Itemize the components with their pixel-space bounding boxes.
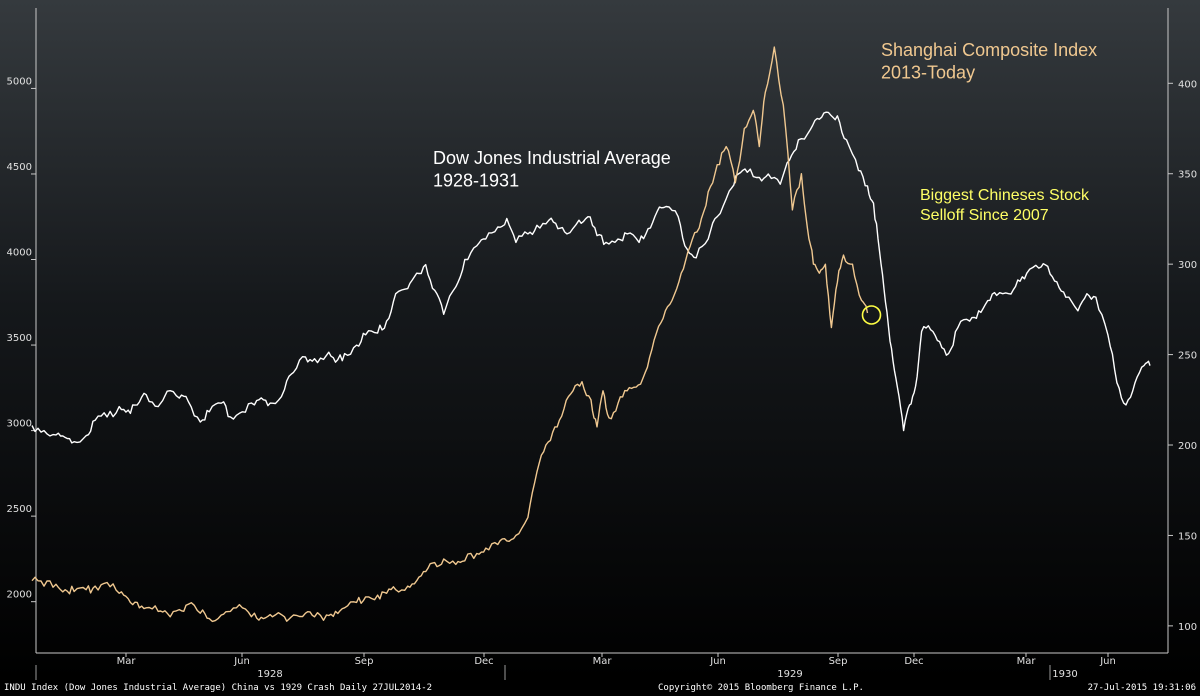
- dow-jones-annotation: Dow Jones Industrial Average 1928-1931: [433, 148, 671, 191]
- selloff-annotation-line: Biggest Chineses Stock: [920, 187, 1090, 204]
- dow-jones-line: [31, 111, 1151, 444]
- x-tick-label: Mar: [1017, 656, 1037, 667]
- shanghai-annotation-line: Shanghai Composite Index: [881, 40, 1097, 60]
- right-tick-label: 250: [1178, 351, 1197, 362]
- right-tick-label: 150: [1178, 531, 1197, 542]
- x-tick-label: Jun: [1099, 656, 1116, 667]
- left-tick-label: 3000: [7, 419, 32, 430]
- right-tick-label: 100: [1178, 622, 1197, 633]
- year-label: 1930: [1052, 669, 1077, 680]
- footer-bar: INDU Index (Dow Jones Industrial Average…: [0, 680, 1200, 696]
- year-label: 1928: [257, 669, 282, 680]
- annotation-layer: Dow Jones Industrial Average 1928-1931 Sha…: [433, 40, 1097, 325]
- left-tick-label: 2000: [7, 590, 32, 601]
- selloff-annotation-line: Selloff Since 2007: [920, 207, 1049, 224]
- chart-background: [0, 0, 1200, 680]
- x-tick-label: Dec: [474, 656, 493, 667]
- x-tick-label: Jun: [233, 656, 250, 667]
- footer-left-text: INDU Index (Dow Jones Industrial Average…: [4, 683, 433, 693]
- left-tick-label: 3500: [7, 333, 32, 344]
- dow-jones-annotation-line: 1928-1931: [433, 171, 519, 191]
- left-tick-label: 4500: [7, 162, 32, 173]
- selloff-annotation: Biggest Chineses Stock Selloff Since 2007: [920, 187, 1090, 224]
- right-tick-label: 300: [1178, 260, 1197, 271]
- right-tick-label: 350: [1178, 170, 1197, 181]
- x-tick-label: Mar: [593, 656, 613, 667]
- x-tick-label: Mar: [117, 656, 137, 667]
- shanghai-annotation: Shanghai Composite Index 2013-Today: [881, 40, 1097, 83]
- dow-jones-annotation-line: Dow Jones Industrial Average: [433, 148, 671, 168]
- x-tick-label: Sep: [829, 656, 848, 667]
- chart-svg: 2000 2500 3000 3500 4000 4500 5000 100 150 200 25…: [0, 0, 1200, 680]
- right-tick-label: 200: [1178, 441, 1197, 452]
- selloff-marker-circle: [861, 305, 882, 325]
- x-axis: Mar Jun Sep Dec Mar Jun Sep Dec Mar Jun 1928 1929 19…: [35, 652, 1168, 680]
- x-tick-label: Sep: [355, 656, 374, 667]
- left-tick-label: 2500: [7, 504, 32, 515]
- left-tick-label: 5000: [7, 76, 32, 87]
- year-label: 1929: [777, 669, 802, 680]
- left-y-axis: 2000 2500 3000 3500 4000 4500 5000: [7, 8, 37, 653]
- footer-copyright: Copyright© 2015 Bloomberg Finance L.P.: [658, 683, 864, 693]
- right-y-axis: 100 150 200 250 300 350 400: [1167, 8, 1197, 653]
- right-tick-label: 400: [1178, 79, 1197, 90]
- x-tick-label: Jun: [709, 656, 726, 667]
- shanghai-annotation-line: 2013-Today: [881, 63, 975, 83]
- footer-timestamp: 27-Jul-2015 19:31:06: [1087, 683, 1196, 693]
- shanghai-composite-line: [31, 46, 869, 623]
- x-tick-label: Dec: [904, 656, 923, 667]
- left-tick-label: 4000: [7, 248, 32, 259]
- series-layer: [31, 46, 1151, 623]
